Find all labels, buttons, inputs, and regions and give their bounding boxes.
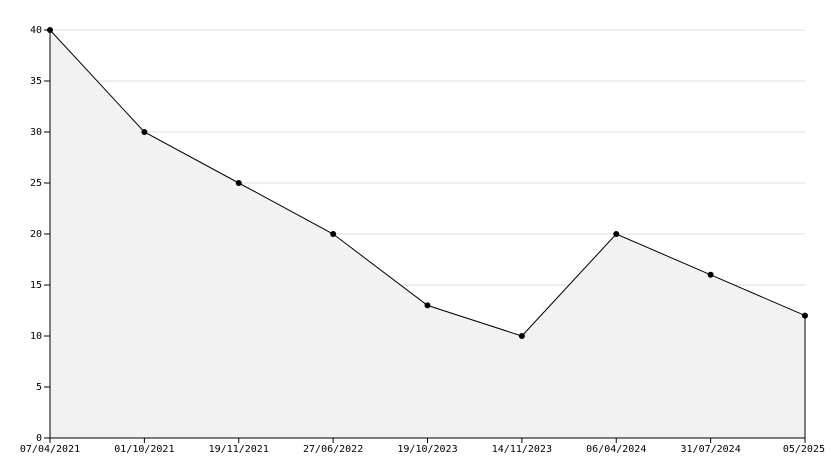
marker [613,231,620,237]
y-tick-label: 25 [30,178,42,189]
x-tick-label: 01/10/2021 [114,444,174,455]
marker [707,271,714,278]
y-tick-label: 20 [30,229,42,240]
marker [235,180,242,186]
x-tick-label: 06/04/2024 [586,444,646,455]
y-tick-label: 10 [30,331,42,342]
y-tick-label: 0 [36,433,42,444]
x-tick-label: 14/11/2023 [492,444,552,455]
y-tick-label: 40 [30,25,42,36]
x-tick-label: 27/06/2022 [303,444,363,455]
y-tick-label: 30 [30,127,42,138]
marker [141,129,148,135]
x-tick-label: 05/2025 [783,444,825,455]
x-tick-label: 19/11/2021 [209,444,269,455]
y-tick-label: 35 [30,76,42,87]
marker [424,302,431,309]
marker [802,312,808,319]
marker [47,27,53,33]
y-tick-label: 5 [36,382,42,393]
x-tick-label: 07/04/2021 [20,444,80,455]
marker [330,231,337,237]
area [50,30,805,438]
marker [518,333,525,339]
y-tick-label: 15 [30,280,42,291]
x-tick-label: 31/07/2024 [681,444,741,455]
x-tick-label: 19/10/2023 [397,444,457,455]
